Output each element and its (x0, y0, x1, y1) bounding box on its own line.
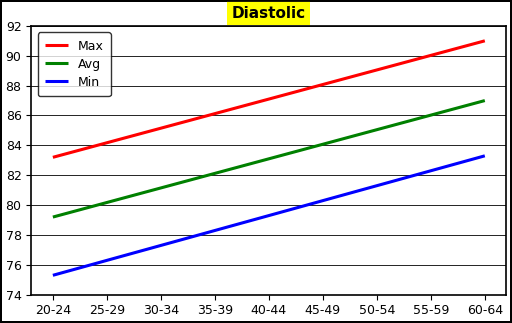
Avg (374, 128, 380, 132)
Min (266, 214, 272, 217)
Line: Max: Max (53, 41, 485, 157)
Max (482, 39, 488, 43)
Max (266, 97, 272, 101)
Avg (104, 201, 110, 204)
Avg (320, 142, 326, 146)
Avg (158, 186, 164, 190)
Avg (428, 113, 434, 117)
Min (374, 184, 380, 188)
Min (50, 273, 56, 277)
Max (158, 126, 164, 130)
Max (374, 68, 380, 72)
Min (212, 229, 218, 233)
Line: Avg: Avg (53, 100, 485, 217)
Min (428, 169, 434, 173)
Max (104, 141, 110, 145)
Max (320, 83, 326, 87)
Min (482, 154, 488, 158)
Avg (212, 172, 218, 175)
Min (104, 258, 110, 262)
Avg (266, 157, 272, 161)
Max (50, 155, 56, 159)
Title: Diastolic: Diastolic (232, 5, 306, 21)
Avg (50, 215, 56, 219)
Legend: Max, Avg, Min: Max, Avg, Min (37, 32, 111, 96)
Min (320, 199, 326, 203)
Max (428, 53, 434, 57)
Min (158, 244, 164, 247)
Avg (482, 99, 488, 102)
Line: Min: Min (53, 156, 485, 275)
Max (212, 112, 218, 116)
